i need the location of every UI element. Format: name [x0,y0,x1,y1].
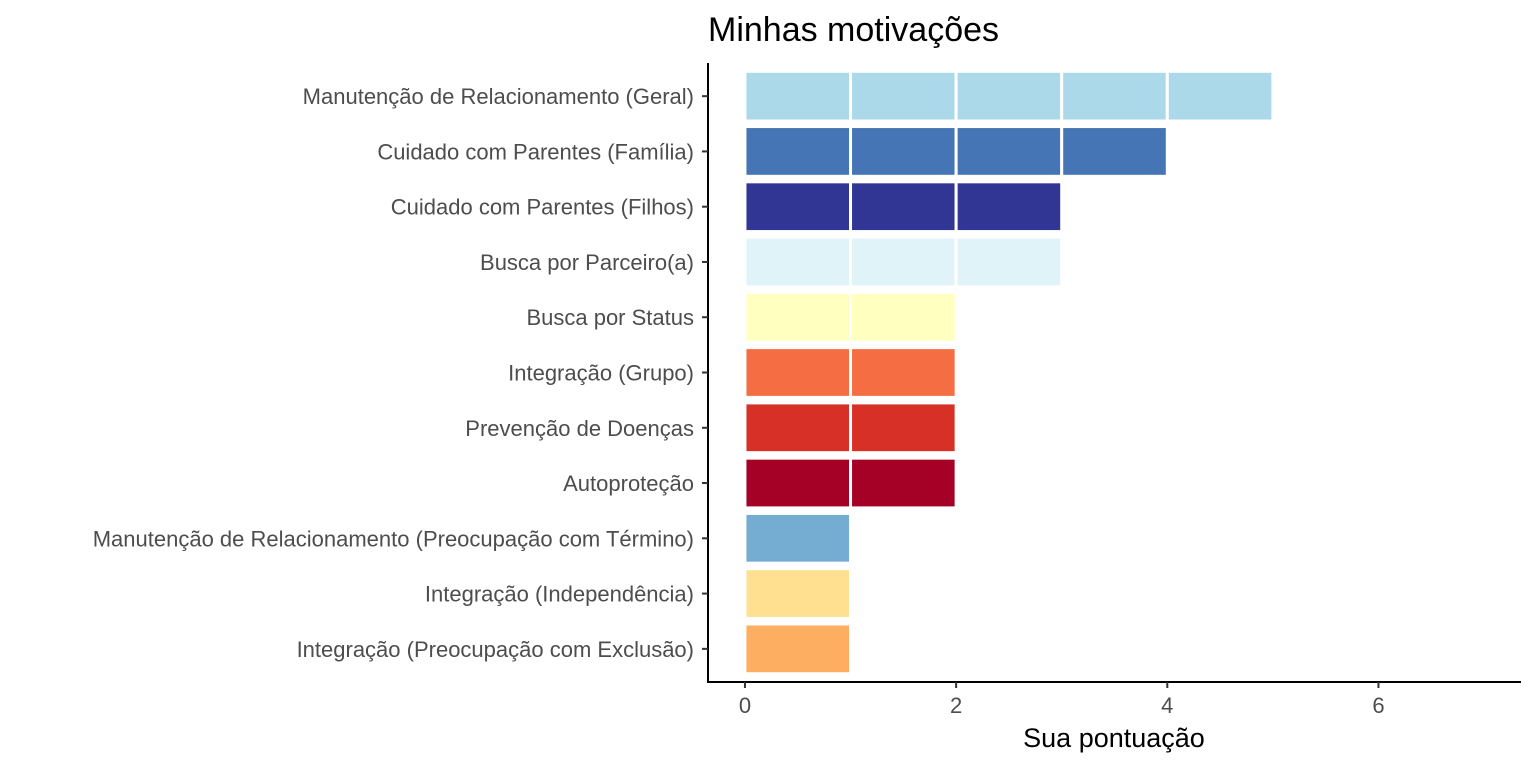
bar-segment [743,346,853,399]
y-tick-label: Integração (Independência) [425,582,694,607]
bar-segment [743,456,853,510]
y-tick-label: Prevenção de Doenças [465,416,694,441]
y-tick-label: Cuidado com Parentes (Família) [377,139,694,164]
bar-segment [849,180,958,234]
bar-segment [743,69,853,123]
bar-segment [743,125,853,178]
y-tick-label: Cuidado com Parentes (Filhos) [391,195,694,220]
bar-segment [849,125,958,178]
bar-segment [743,180,853,234]
bar-segment [954,180,1064,234]
bar-segment [743,401,853,455]
x-tick-label: 6 [1372,693,1384,718]
y-tick-label: Busca por Parceiro(a) [480,250,694,275]
bar-segment [954,69,1064,123]
bar-segment [849,456,958,510]
bar-segment [1165,69,1275,123]
bar-segment [743,511,853,565]
bar-segment [954,125,1064,178]
x-axis-ticks: 0 2 4 6 [739,682,1385,718]
y-tick-label: Integração (Grupo) [508,361,694,386]
bar-segment [743,290,853,344]
bar-segment [743,567,853,620]
x-tick-label: 4 [1161,693,1173,718]
x-tick-label: 2 [950,693,962,718]
x-tick-label: 0 [739,693,751,718]
bar-segment [849,401,958,455]
bar-segment [954,235,1064,289]
bar-segment [849,235,958,289]
y-tick-label: Manutenção de Relacionamento (Preocupaçã… [93,526,694,551]
bar-segment [1060,69,1169,123]
y-tick-label: Manutenção de Relacionamento (Geral) [303,84,694,109]
y-tick-label: Autoproteção [563,471,694,496]
bar-segment [743,622,853,676]
bar-segment [743,235,853,289]
y-axis-ticks: Manutenção de Relacionamento (Geral) Cuid… [93,84,708,662]
y-tick-label: Integração (Preocupação com Exclusão) [297,637,694,662]
y-tick-label: Busca por Status [526,305,694,330]
chart-title: Minhas motivações [708,11,999,49]
bar-segment [849,290,958,344]
x-axis-title: Sua pontuação [1023,723,1205,753]
bar-segment [849,346,958,399]
bars-group [743,69,1275,676]
bar-segment [1060,125,1169,178]
bar-segment [849,69,958,123]
